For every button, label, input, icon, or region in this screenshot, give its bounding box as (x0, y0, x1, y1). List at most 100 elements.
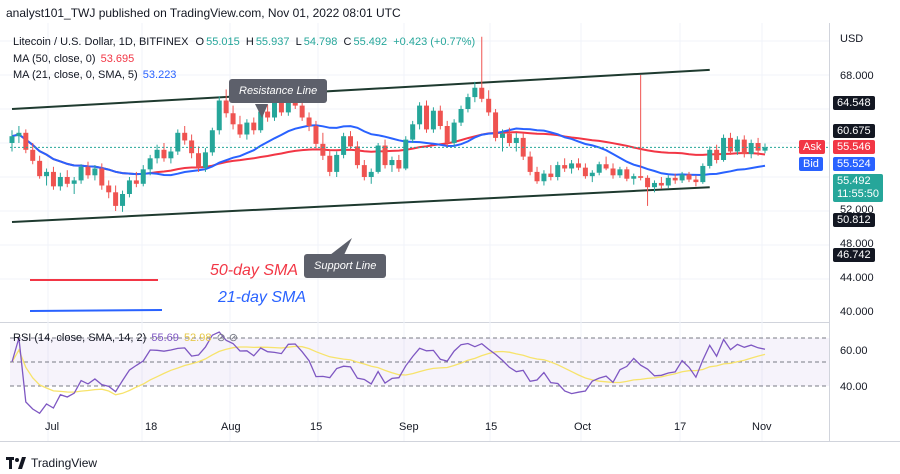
candle-body (50, 171, 56, 187)
candle-body (361, 165, 367, 177)
sma21-annotation[interactable]: 21-day SMA (218, 289, 307, 306)
candle-body (196, 153, 202, 168)
candle-body (493, 112, 499, 138)
candle-body (693, 179, 699, 183)
candle-body (672, 177, 678, 181)
candle (458, 105, 464, 126)
candle (299, 100, 305, 121)
candle (610, 163, 616, 179)
candle-body (562, 165, 568, 169)
high-label: H (245, 36, 254, 48)
time-tick: Sep (399, 421, 419, 433)
rsi-sma-line (11, 345, 766, 396)
symbol-label[interactable]: Litecoin / U.S. Dollar, 1D, BITFINEX (13, 36, 189, 48)
candle (693, 175, 699, 187)
candle (555, 161, 561, 181)
ma50-value: 53.695 (100, 53, 135, 65)
candle-body (278, 101, 284, 113)
support-pointer (330, 238, 352, 255)
candle-body (575, 163, 581, 168)
candle (734, 136, 740, 155)
candle (389, 156, 395, 172)
candle-body (479, 87, 485, 99)
high-value: 55.937 (255, 36, 290, 48)
candle-body (658, 182, 664, 186)
candle-body (368, 171, 374, 177)
candle (30, 143, 36, 165)
candle (762, 143, 768, 154)
rsi-label: RSI (14, close, SMA, 14, 2) (13, 332, 147, 344)
candle (437, 105, 443, 130)
candle-body (444, 126, 450, 143)
candle-body (154, 149, 160, 159)
ask-tag: 55.546 (833, 140, 875, 154)
support-callout[interactable]: Support Line (304, 254, 387, 278)
rsi-tick: 60.00 (840, 345, 868, 357)
candle (348, 131, 354, 150)
candle-body (133, 180, 139, 184)
candle-body (272, 101, 278, 118)
candle (700, 163, 706, 184)
time-tick: Aug (221, 421, 241, 433)
candle-body (182, 132, 188, 141)
candle (244, 119, 250, 140)
resistance-callout[interactable]: Resistance Line (229, 79, 328, 103)
candle (679, 171, 685, 183)
candle (202, 148, 208, 172)
ma21-line-group (11, 124, 766, 177)
trendlines (11, 68, 710, 224)
candle (617, 166, 623, 178)
candle (85, 161, 91, 179)
candle (368, 168, 374, 184)
candle-body (700, 165, 706, 183)
candle (327, 149, 333, 177)
tag-60: 60.675 (833, 124, 875, 138)
candle-body (44, 171, 50, 177)
sma50-annotation[interactable]: 50-day SMA (210, 262, 299, 279)
ma21-legend[interactable]: MA (21, close, 0, SMA, 5) 53.223 (13, 69, 176, 81)
brand-name: TradingView (31, 456, 98, 470)
candle (223, 89, 229, 118)
candle (78, 164, 84, 184)
price-tick: 68.000 (840, 70, 874, 82)
ma50-legend[interactable]: MA (50, close, 0) 53.695 (13, 53, 134, 65)
candle-body (686, 174, 692, 180)
candle-body (638, 176, 644, 178)
candle (472, 81, 478, 103)
candle (727, 132, 733, 155)
candle (741, 135, 747, 158)
candle-body (113, 192, 119, 206)
candle-body (258, 111, 264, 131)
candle (126, 177, 132, 198)
candle (71, 177, 77, 194)
candle-body (527, 156, 533, 172)
candle-body (30, 149, 36, 161)
footer-brand[interactable]: TradingView (6, 456, 97, 470)
candle (479, 36, 485, 103)
candle (423, 100, 429, 133)
candle-body (341, 136, 347, 155)
price-axis-border (829, 23, 830, 441)
change-value: +0.423 (+0.77%) (393, 36, 476, 48)
candle-body (513, 137, 519, 143)
candle (672, 173, 678, 184)
candle-body (354, 146, 360, 166)
rsi-hidden-icon[interactable]: ⊘ ⊘ (216, 332, 239, 344)
rsi-lines (11, 331, 766, 415)
candle (486, 90, 492, 116)
candle (168, 148, 174, 164)
low-label: L (295, 36, 302, 48)
ma50-label: MA (50, close, 0) (13, 53, 96, 65)
candle-body (617, 169, 623, 176)
candle (161, 143, 167, 162)
candle-body (209, 130, 215, 153)
candle (624, 166, 630, 182)
candle (631, 173, 637, 185)
candle (603, 156, 609, 171)
last-price: 55.492 (837, 175, 871, 187)
rsi-legend[interactable]: RSI (14, close, SMA, 14, 2) 55.69 52.98 … (13, 331, 238, 344)
candle (175, 129, 181, 155)
candle (216, 96, 222, 135)
candle-body (403, 139, 409, 169)
candle-body (16, 132, 22, 137)
